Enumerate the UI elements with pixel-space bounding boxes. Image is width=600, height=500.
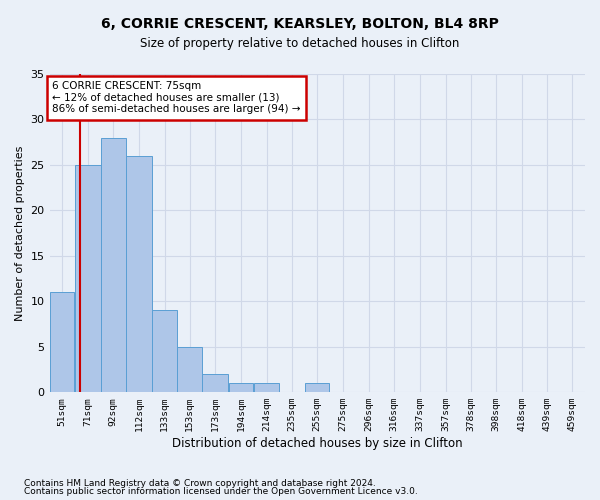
Bar bbox=[254, 383, 280, 392]
Text: Contains public sector information licensed under the Open Government Licence v3: Contains public sector information licen… bbox=[24, 487, 418, 496]
X-axis label: Distribution of detached houses by size in Clifton: Distribution of detached houses by size … bbox=[172, 437, 463, 450]
Bar bbox=[152, 310, 177, 392]
Bar bbox=[126, 156, 152, 392]
Bar bbox=[75, 165, 101, 392]
Bar bbox=[178, 346, 202, 392]
Bar bbox=[50, 292, 74, 392]
Bar bbox=[305, 383, 329, 392]
Text: 6 CORRIE CRESCENT: 75sqm
← 12% of detached houses are smaller (13)
86% of semi-d: 6 CORRIE CRESCENT: 75sqm ← 12% of detach… bbox=[52, 82, 301, 114]
Bar bbox=[202, 374, 228, 392]
Bar bbox=[229, 383, 253, 392]
Y-axis label: Number of detached properties: Number of detached properties bbox=[15, 146, 25, 320]
Text: 6, CORRIE CRESCENT, KEARSLEY, BOLTON, BL4 8RP: 6, CORRIE CRESCENT, KEARSLEY, BOLTON, BL… bbox=[101, 18, 499, 32]
Bar bbox=[101, 138, 125, 392]
Text: Contains HM Land Registry data © Crown copyright and database right 2024.: Contains HM Land Registry data © Crown c… bbox=[24, 478, 376, 488]
Text: Size of property relative to detached houses in Clifton: Size of property relative to detached ho… bbox=[140, 38, 460, 51]
